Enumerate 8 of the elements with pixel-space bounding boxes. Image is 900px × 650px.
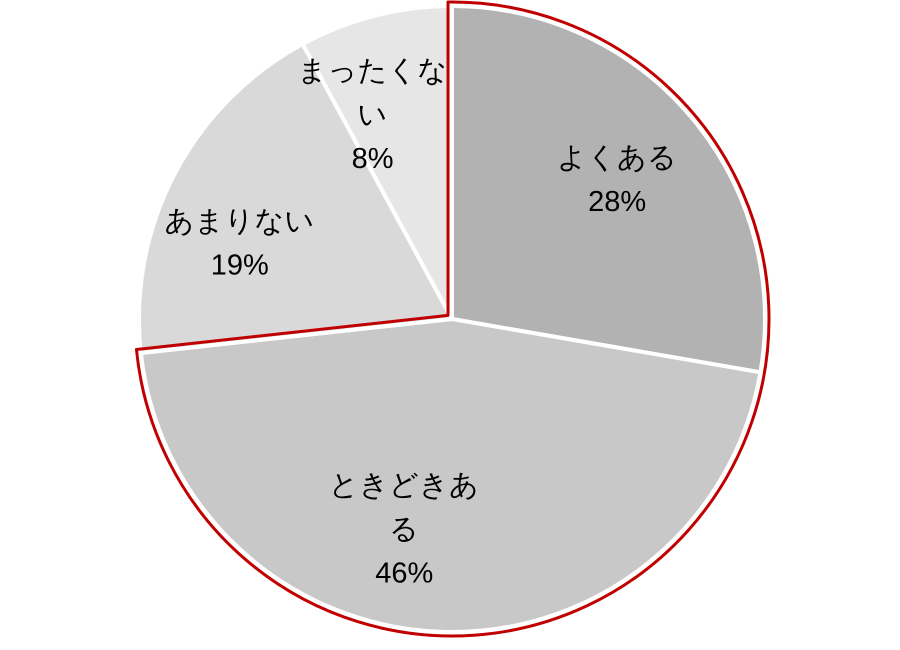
slice-label: あまりない [164,205,315,238]
data-label: 8% [352,142,394,175]
data-label: 28% [588,186,646,218]
data-label: 46% [375,558,434,590]
slice-label: よくある [557,142,678,174]
slice-label: まったくない [298,54,448,131]
data-label: 19% [210,249,269,282]
slice-label: ときどきある [329,470,480,546]
